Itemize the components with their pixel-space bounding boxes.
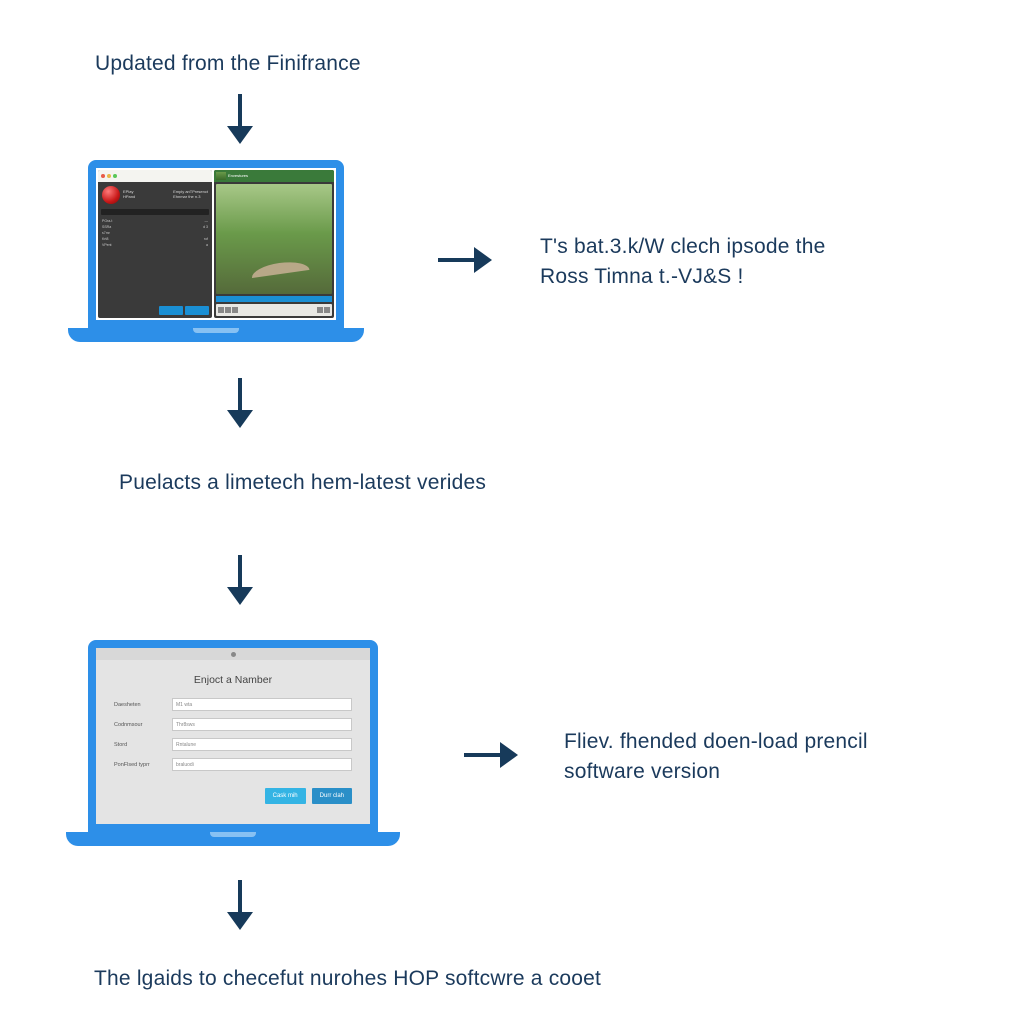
form-input: Rntalune	[172, 738, 352, 751]
arrow-down-icon	[225, 555, 255, 605]
media-app-mock: EPlay HPand Emply anTPresenct Ehnmar the…	[96, 168, 336, 320]
arrow-down-icon	[225, 880, 255, 930]
arrow-right-icon	[438, 245, 494, 275]
arrow-down-icon	[225, 378, 255, 428]
form-input: Thr8sws	[172, 718, 352, 731]
form-input: M1 wta	[172, 698, 352, 711]
form-input: braluodi	[172, 758, 352, 771]
form-title: Enjoct a Namber	[114, 674, 352, 686]
step-bottom-label: The lgaids to checefut nurohes HOP softc…	[94, 967, 601, 991]
side-text-2: Fliev. fhended doen-load prencil softwar…	[564, 727, 868, 788]
laptop-step-2: Enjoct a Namber Daesheten M1 wta Codnmso…	[88, 640, 400, 846]
step-middle-label: Puelacts a limetech hem-latest verides	[119, 471, 486, 495]
form-app-mock: Enjoct a Namber Daesheten M1 wta Codnmso…	[96, 648, 370, 824]
form-button: Durr clah	[312, 788, 352, 804]
arrow-down-icon	[225, 94, 255, 144]
side-text-1: T's bat.3.k/W clech ipsode the Ross Timn…	[540, 232, 825, 293]
form-button: Cask mih	[265, 788, 306, 804]
app-button	[185, 306, 209, 315]
app-logo-icon	[102, 186, 120, 204]
arrow-right-icon	[464, 740, 520, 770]
app-button	[159, 306, 183, 315]
step-top-label: Updated from the Finifrance	[95, 52, 361, 76]
video-preview	[216, 184, 332, 294]
laptop-step-1: EPlay HPand Emply anTPresenct Ehnmar the…	[88, 160, 364, 342]
